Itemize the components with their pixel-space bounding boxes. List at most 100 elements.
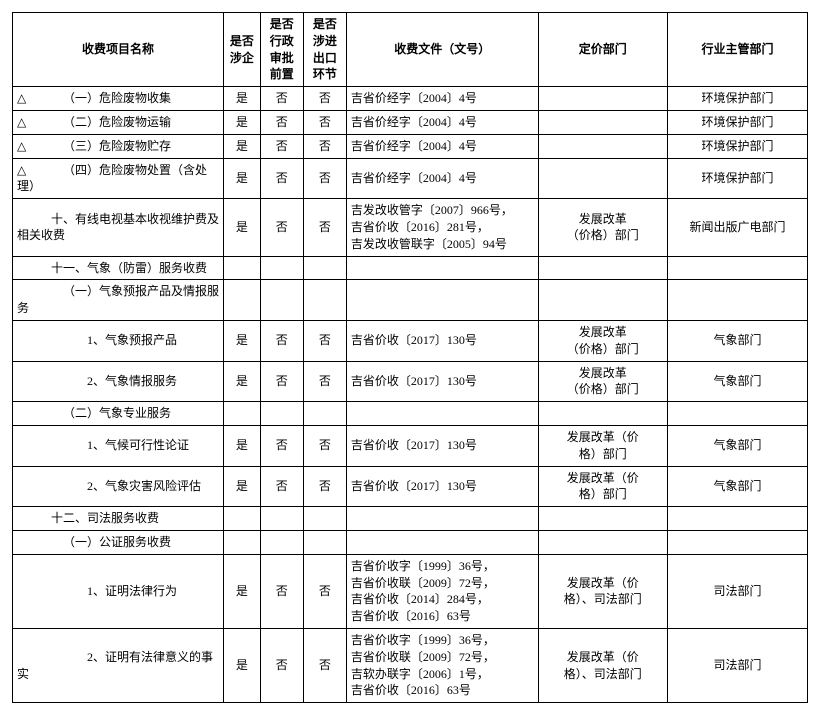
cell-dept: 发展改革 （价格）部门 <box>538 361 667 402</box>
cell-industry: 司法部门 <box>667 554 807 628</box>
cell-industry <box>667 256 807 280</box>
cell-flag: 否 <box>303 425 346 466</box>
cell-dept <box>538 87 667 111</box>
cell-doc: 吉省价收〔2017〕130号 <box>346 320 538 361</box>
cell-industry: 新闻出版广电部门 <box>667 199 807 256</box>
cell-industry: 环境保护部门 <box>667 134 807 158</box>
cell-industry: 司法部门 <box>667 628 807 702</box>
cell-doc: 吉省价收〔2017〕130号 <box>346 361 538 402</box>
cell-name: 2、气象灾害风险评估 <box>13 466 224 507</box>
cell-flag: 是 <box>224 554 261 628</box>
cell-doc: 吉省价收〔2017〕130号 <box>346 466 538 507</box>
item-name: 十二、司法服务收费 <box>31 511 159 525</box>
cell-name: 十一、气象（防雷）服务收费 <box>13 256 224 280</box>
cell-dept: 发展改革（价 格）部门 <box>538 466 667 507</box>
item-name: （三）危险废物贮存 <box>31 139 171 153</box>
cell-flag: 否 <box>260 554 303 628</box>
cell-industry: 环境保护部门 <box>667 158 807 199</box>
item-name: 2、气象灾害风险评估 <box>31 479 201 493</box>
cell-flag: 否 <box>260 320 303 361</box>
cell-flag: 否 <box>303 361 346 402</box>
header-row: 收费项目名称 是否 涉企 是否行政 审批前置 是否涉进 出口环节 收费文件（文号… <box>13 13 808 87</box>
cell-dept: 发展改革 （价格）部门 <box>538 199 667 256</box>
table-row: 十一、气象（防雷）服务收费 <box>13 256 808 280</box>
table-row: 1、气候可行性论证是否否吉省价收〔2017〕130号发展改革（价 格）部门气象部… <box>13 425 808 466</box>
cell-flag: 否 <box>303 110 346 134</box>
cell-flag <box>260 280 303 321</box>
table-row: 2、证明有法律意义的事实是否否吉省价收字〔1999〕36号， 吉省价收联〔200… <box>13 628 808 702</box>
item-name: 1、气象预报产品 <box>31 333 177 347</box>
cell-name: （二）气象专业服务 <box>13 402 224 426</box>
cell-flag: 否 <box>260 158 303 199</box>
cell-flag: 是 <box>224 87 261 111</box>
cell-flag: 是 <box>224 628 261 702</box>
cell-doc <box>346 402 538 426</box>
cell-dept: 发展改革（价 格）、司法部门 <box>538 554 667 628</box>
cell-flag: 否 <box>260 134 303 158</box>
cell-flag <box>303 256 346 280</box>
cell-name: 1、气候可行性论证 <box>13 425 224 466</box>
cell-name: △（一）危险废物收集 <box>13 87 224 111</box>
triangle-mark: △ <box>17 90 31 107</box>
cell-flag: 否 <box>303 554 346 628</box>
cell-industry <box>667 402 807 426</box>
cell-flag: 否 <box>303 158 346 199</box>
cell-flag: 否 <box>260 466 303 507</box>
cell-name: 2、气象情报服务 <box>13 361 224 402</box>
item-name: （四）危险废物处置（含处理） <box>17 163 207 194</box>
cell-industry: 气象部门 <box>667 425 807 466</box>
cell-flag: 是 <box>224 320 261 361</box>
cell-dept <box>538 158 667 199</box>
cell-flag: 是 <box>224 466 261 507</box>
table-row: △（三）危险废物贮存是否否吉省价经字〔2004〕4号环境保护部门 <box>13 134 808 158</box>
table-row: 1、气象预报产品是否否吉省价收〔2017〕130号发展改革 （价格）部门气象部门 <box>13 320 808 361</box>
table-row: 2、气象灾害风险评估是否否吉省价收〔2017〕130号发展改革（价 格）部门气象… <box>13 466 808 507</box>
cell-dept <box>538 402 667 426</box>
cell-flag <box>224 402 261 426</box>
cell-name: 十、有线电视基本收视维护费及相关收费 <box>13 199 224 256</box>
table-row: （一）公证服务收费 <box>13 530 808 554</box>
cell-flag: 否 <box>303 628 346 702</box>
cell-flag: 是 <box>224 425 261 466</box>
cell-dept: 发展改革（价 格）部门 <box>538 425 667 466</box>
cell-industry: 气象部门 <box>667 361 807 402</box>
cell-dept: 发展改革 （价格）部门 <box>538 320 667 361</box>
cell-name: △（三）危险废物贮存 <box>13 134 224 158</box>
cell-flag: 否 <box>303 87 346 111</box>
cell-flag: 是 <box>224 134 261 158</box>
cell-flag <box>224 530 261 554</box>
cell-industry: 气象部门 <box>667 466 807 507</box>
table-row: （二）气象专业服务 <box>13 402 808 426</box>
item-name: 1、证明法律行为 <box>31 584 177 598</box>
col-dept: 定价部门 <box>538 13 667 87</box>
cell-doc: 吉省价经字〔2004〕4号 <box>346 110 538 134</box>
cell-flag: 是 <box>224 110 261 134</box>
triangle-mark: △ <box>17 162 31 179</box>
fee-table: 收费项目名称 是否 涉企 是否行政 审批前置 是否涉进 出口环节 收费文件（文号… <box>12 12 808 703</box>
item-name: （二）危险废物运输 <box>31 115 171 129</box>
cell-flag <box>260 530 303 554</box>
cell-flag <box>303 530 346 554</box>
cell-flag: 否 <box>260 199 303 256</box>
col-doc: 收费文件（文号） <box>346 13 538 87</box>
item-name: 1、气候可行性论证 <box>31 438 189 452</box>
cell-flag: 否 <box>303 466 346 507</box>
cell-dept: 发展改革（价 格）、司法部门 <box>538 628 667 702</box>
table-row: △（二）危险废物运输是否否吉省价经字〔2004〕4号环境保护部门 <box>13 110 808 134</box>
col-isexport: 是否涉进 出口环节 <box>303 13 346 87</box>
cell-industry <box>667 530 807 554</box>
cell-doc: 吉省价经字〔2004〕4号 <box>346 87 538 111</box>
cell-name: 1、证明法律行为 <box>13 554 224 628</box>
triangle-mark: △ <box>17 138 31 155</box>
item-name: （一）公证服务收费 <box>31 535 171 549</box>
item-name: 十一、气象（防雷）服务收费 <box>31 261 207 275</box>
cell-flag: 是 <box>224 199 261 256</box>
cell-flag <box>303 280 346 321</box>
cell-flag: 否 <box>303 134 346 158</box>
table-row: △（一）危险废物收集是否否吉省价经字〔2004〕4号环境保护部门 <box>13 87 808 111</box>
cell-name: （一）气象预报产品及情报服务 <box>13 280 224 321</box>
table-row: （一）气象预报产品及情报服务 <box>13 280 808 321</box>
col-isadmin: 是否行政 审批前置 <box>260 13 303 87</box>
cell-doc <box>346 256 538 280</box>
cell-dept <box>538 530 667 554</box>
